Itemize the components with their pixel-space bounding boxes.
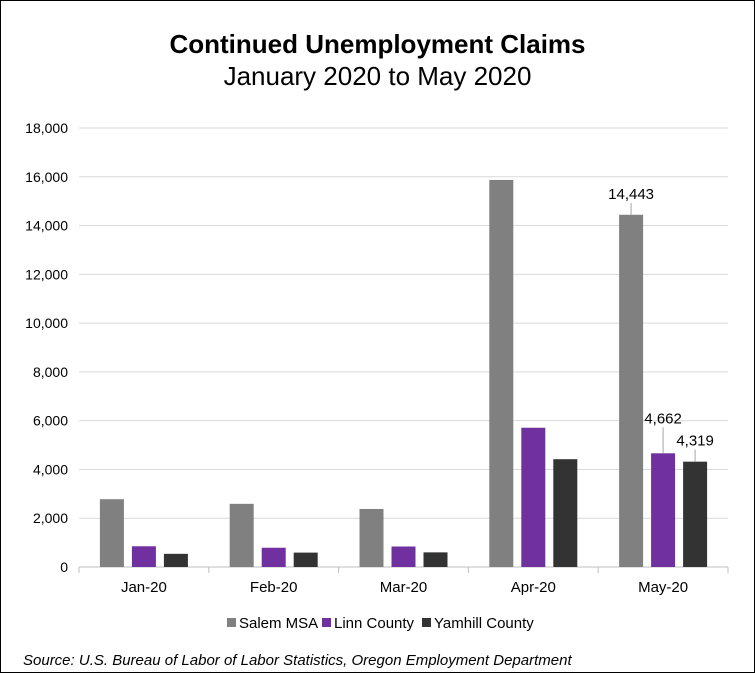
y-tick-label: 12,000	[25, 266, 68, 282]
y-tick-label: 8,000	[33, 364, 68, 380]
bar	[359, 508, 384, 567]
y-tick-label: 16,000	[25, 169, 68, 185]
bar	[391, 546, 416, 567]
y-tick-label: 6,000	[33, 413, 68, 429]
legend-swatch	[227, 618, 236, 627]
bar	[423, 552, 448, 567]
x-tick-label: Feb-20	[250, 579, 298, 596]
data-label: 4,319	[676, 433, 714, 450]
chart-title: Continued Unemployment Claims	[169, 29, 586, 59]
bar	[521, 427, 546, 567]
legend-label: Linn County	[334, 615, 415, 631]
bar-chart: 0 2,000 4,000 6,000 8,000 10,000 12,000 14,000 1…	[25, 120, 729, 631]
x-tick-label: Jan-20	[121, 579, 167, 596]
source-note: Source: U.S. Bureau of Labor of Labor St…	[23, 652, 572, 669]
y-tick-label: 14,000	[25, 218, 68, 234]
y-tick-label: 10,000	[25, 315, 68, 331]
bar	[99, 499, 124, 567]
legend-swatch	[422, 618, 431, 627]
bar	[293, 552, 318, 567]
bar	[261, 547, 286, 567]
y-tick-label: 0	[60, 559, 68, 575]
x-tick-label: Apr-20	[511, 579, 556, 596]
bar	[683, 461, 708, 567]
chart-subtitle: January 2020 to May 2020	[223, 61, 532, 91]
bar	[229, 503, 254, 567]
data-label: 14,443	[608, 186, 654, 203]
x-tick-label: May-20	[638, 579, 688, 596]
y-tick-label: 2,000	[33, 510, 68, 526]
bar	[489, 179, 514, 567]
legend-swatch	[322, 618, 331, 627]
bar	[651, 453, 676, 567]
bar	[131, 546, 156, 567]
x-tick-label: Mar-20	[380, 579, 428, 596]
bar	[553, 459, 578, 567]
legend-label: Yamhill County	[434, 615, 534, 631]
data-label: 4,662	[644, 410, 682, 427]
y-tick-label: 18,000	[25, 120, 68, 136]
y-tick-label: 4,000	[33, 461, 68, 477]
bar	[619, 214, 644, 567]
legend-label: Salem MSA	[239, 615, 318, 631]
bar	[163, 553, 188, 567]
